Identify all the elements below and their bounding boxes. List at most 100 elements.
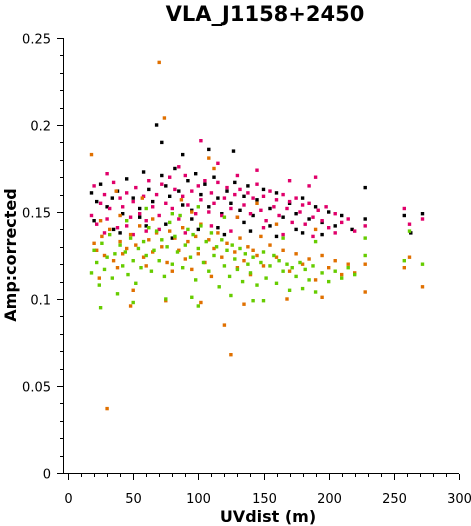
data-point bbox=[251, 255, 255, 259]
data-point bbox=[420, 285, 425, 289]
data-point bbox=[255, 168, 259, 172]
data-point bbox=[177, 165, 181, 169]
data-point bbox=[311, 264, 315, 268]
x-tick-label: 50 bbox=[125, 492, 142, 507]
data-point bbox=[207, 269, 211, 273]
data-point bbox=[105, 205, 109, 209]
data-point bbox=[242, 220, 246, 225]
data-point bbox=[281, 192, 285, 197]
data-point bbox=[190, 210, 194, 214]
data-point bbox=[402, 213, 406, 218]
data-point bbox=[194, 212, 198, 216]
data-point bbox=[261, 264, 266, 268]
data-point bbox=[152, 248, 156, 252]
x-tick-label: 200 bbox=[317, 492, 342, 507]
data-point bbox=[313, 239, 318, 244]
data-point bbox=[115, 266, 120, 270]
x-tick-label: 0 bbox=[64, 492, 72, 507]
data-point bbox=[320, 295, 324, 299]
data-point bbox=[277, 213, 281, 218]
data-point bbox=[320, 271, 324, 275]
data-point bbox=[170, 269, 174, 273]
data-point bbox=[216, 161, 220, 165]
data-point bbox=[207, 238, 211, 242]
data-point bbox=[216, 180, 220, 185]
data-point bbox=[108, 227, 112, 232]
data-point bbox=[147, 226, 151, 230]
data-point bbox=[363, 224, 367, 228]
data-point bbox=[281, 248, 285, 252]
data-point bbox=[128, 215, 133, 219]
data-point bbox=[194, 234, 198, 239]
y-tick-label: 0.05 bbox=[22, 381, 51, 396]
data-point bbox=[138, 215, 142, 219]
data-point bbox=[313, 175, 318, 179]
data-point bbox=[121, 212, 125, 216]
data-point bbox=[97, 276, 101, 280]
data-point bbox=[300, 196, 305, 200]
data-point bbox=[261, 194, 266, 198]
data-point bbox=[274, 222, 279, 226]
data-point bbox=[131, 300, 135, 305]
data-point bbox=[138, 206, 142, 211]
data-point bbox=[268, 206, 272, 211]
data-point bbox=[190, 189, 194, 193]
x-tick-label: 100 bbox=[186, 492, 211, 507]
x-tick-label: 150 bbox=[252, 492, 277, 507]
data-point bbox=[151, 199, 155, 204]
data-point bbox=[207, 156, 211, 160]
data-point bbox=[196, 304, 200, 308]
data-point bbox=[173, 187, 177, 192]
data-point bbox=[248, 229, 253, 233]
data-point bbox=[217, 285, 221, 289]
data-point bbox=[165, 245, 169, 249]
data-point bbox=[363, 236, 367, 240]
data-point bbox=[128, 232, 133, 237]
data-point bbox=[160, 173, 164, 178]
data-point bbox=[179, 198, 184, 202]
data-point bbox=[281, 236, 285, 240]
data-point bbox=[111, 259, 116, 263]
data-point bbox=[154, 231, 159, 235]
data-point bbox=[121, 205, 125, 209]
data-point bbox=[118, 239, 122, 244]
data-point bbox=[216, 226, 220, 230]
data-point bbox=[102, 267, 107, 272]
data-point bbox=[98, 182, 103, 186]
data-point bbox=[175, 250, 180, 254]
data-point bbox=[203, 182, 207, 186]
data-point bbox=[420, 217, 425, 221]
data-point bbox=[118, 243, 122, 247]
data-point bbox=[281, 215, 285, 219]
data-point bbox=[251, 196, 255, 200]
data-point bbox=[177, 189, 181, 193]
data-point bbox=[274, 191, 279, 195]
data-point bbox=[320, 232, 324, 237]
data-point bbox=[300, 231, 305, 235]
data-point bbox=[141, 194, 146, 198]
data-point bbox=[115, 226, 120, 230]
data-point bbox=[353, 272, 357, 277]
data-point bbox=[220, 213, 224, 218]
data-point bbox=[327, 226, 331, 230]
data-point bbox=[144, 219, 148, 223]
data-point bbox=[141, 239, 146, 244]
data-point bbox=[225, 248, 229, 252]
data-point bbox=[259, 260, 263, 265]
data-point bbox=[255, 198, 259, 202]
data-point bbox=[118, 213, 122, 218]
data-point bbox=[194, 278, 198, 282]
data-point bbox=[311, 234, 315, 239]
data-point bbox=[350, 227, 354, 232]
data-point bbox=[196, 246, 200, 251]
data-point bbox=[139, 266, 143, 270]
data-point bbox=[209, 224, 214, 228]
data-point bbox=[255, 201, 259, 205]
data-point bbox=[170, 262, 174, 266]
data-point bbox=[102, 253, 107, 258]
data-point bbox=[333, 231, 337, 235]
data-point bbox=[183, 173, 187, 178]
data-point bbox=[144, 224, 148, 228]
data-point bbox=[118, 196, 122, 200]
data-point bbox=[272, 253, 276, 258]
